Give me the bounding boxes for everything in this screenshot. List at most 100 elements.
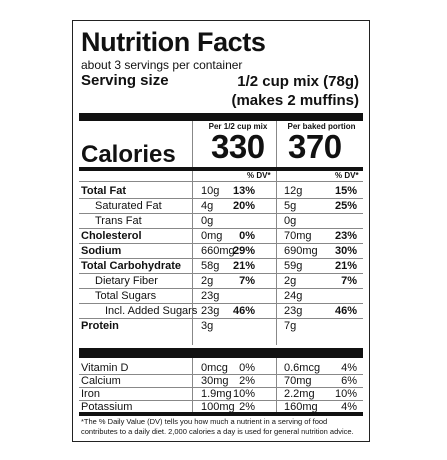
nutrient-row: Trans Fat 0g 0g	[79, 214, 363, 228]
nutrient-amount-col2: 0g	[284, 215, 297, 227]
column-divider-2b	[276, 358, 277, 412]
servings-per-container: about 3 servings per container	[81, 58, 243, 72]
nutrient-row: Total Sugars 23g 24g	[79, 289, 363, 303]
nutrient-dv-col1: 0%	[239, 230, 255, 242]
nutrient-name: Cholesterol	[81, 230, 142, 242]
nutrient-dv-col1: 21%	[232, 260, 255, 272]
nutrient-amount-col1: 2g	[201, 275, 214, 287]
mineral-row: Vitamin D 0mcg 0% 0.6mcg 4%	[79, 361, 363, 375]
row-divider	[79, 181, 363, 182]
nutrient-row: Saturated Fat 4g 20% 5g 25%	[79, 199, 363, 213]
nutrition-facts-label: Nutrition Facts about 3 servings per con…	[72, 20, 370, 442]
row-divider	[79, 387, 363, 388]
row-divider	[79, 318, 363, 319]
row-divider	[79, 258, 363, 259]
nutrient-amount-col1: 10g	[201, 185, 220, 197]
nutrient-amount-col2: 12g	[284, 185, 303, 197]
nutrient-name: Total Sugars	[95, 290, 157, 302]
mineral-amount-col1: 0mcg	[201, 362, 228, 374]
footnote-divider	[79, 412, 363, 416]
row-divider	[79, 303, 363, 304]
row-divider	[79, 288, 363, 289]
nutrient-amount-col2: 5g	[284, 200, 297, 212]
mineral-amount-col2: 70mg	[284, 375, 312, 387]
mineral-name: Vitamin D	[81, 362, 129, 374]
nutrient-dv-col2: 23%	[334, 230, 357, 242]
nutrient-row: Total Fat 10g 13% 12g 15%	[79, 184, 363, 198]
nutrient-name: Dietary Fiber	[95, 275, 158, 287]
mineral-dv-col2: 6%	[341, 375, 357, 387]
nutrient-amount-col2: 59g	[284, 260, 303, 272]
nutrient-amount-col2: 23g	[284, 305, 303, 317]
serving-size-line-2: (makes 2 muffins)	[231, 92, 359, 109]
nutrient-dv-col2: 25%	[334, 200, 357, 212]
nutrient-dv-col1: 29%	[232, 245, 255, 257]
nutrient-amount-col2: 70mg	[284, 230, 312, 242]
nutrient-amount-col1: 0mg	[201, 230, 223, 242]
footnote: *The % Daily Value (DV) tells you how mu…	[81, 417, 354, 436]
nutrient-name: Sodium	[81, 245, 122, 257]
serving-size-value: 1/2 cup mix (78g) (makes 2 muffins)	[231, 72, 359, 110]
nutrient-dv-col2: 46%	[334, 305, 357, 317]
nutrient-amount-col1: 0g	[201, 215, 214, 227]
row-divider	[79, 213, 363, 214]
serving-size-label: Serving size	[81, 72, 169, 89]
nutrient-name: Total Carbohydrate	[81, 260, 182, 272]
nutrient-amount-col1: 660mg	[201, 245, 235, 257]
nutrient-row: Dietary Fiber 2g 7% 2g 7%	[79, 274, 363, 288]
mineral-amount-col1: 100mg	[201, 401, 235, 413]
column-divider-1	[192, 121, 193, 345]
mineral-row: Iron 1.9mg 10% 2.2mg 10%	[79, 387, 363, 401]
row-divider	[79, 198, 363, 199]
nutrient-name: Trans Fat	[95, 215, 142, 227]
row-divider	[79, 243, 363, 244]
mineral-dv-col1: 2%	[239, 401, 255, 413]
nutrient-name: Total Fat	[81, 185, 127, 197]
mineral-dv-col1: 2%	[239, 375, 255, 387]
nutrient-amount-col2: 2g	[284, 275, 297, 287]
mineral-dv-col2: 4%	[341, 362, 357, 374]
medium-divider	[79, 167, 363, 171]
nutrient-amount-col1: 23g	[201, 305, 220, 317]
mineral-name: Iron	[81, 388, 100, 400]
nutrient-amount-col2: 24g	[284, 290, 303, 302]
mineral-amount-col2: 2.2mg	[284, 388, 315, 400]
nutrient-dv-col1: 20%	[232, 200, 255, 212]
row-divider	[79, 374, 363, 375]
nutrient-row: Sodium 660mg 29% 690mg 30%	[79, 244, 363, 258]
serving-size-line-1: 1/2 cup mix (78g)	[237, 73, 359, 90]
mineral-amount-col1: 1.9mg	[201, 388, 232, 400]
label-title: Nutrition Facts	[81, 27, 266, 57]
mineral-name: Calcium	[81, 375, 121, 387]
column-divider-2	[276, 121, 277, 345]
dv-header-col1: % DV*	[247, 171, 271, 180]
nutrient-name: Protein	[81, 320, 119, 332]
nutrient-dv-col1: 7%	[239, 275, 255, 287]
mineral-dv-col1: 0%	[239, 362, 255, 374]
mineral-amount-col2: 0.6mcg	[284, 362, 321, 374]
nutrient-dv-col2: 30%	[334, 245, 357, 257]
mineral-row: Calcium 30mg 2% 70mg 6%	[79, 374, 363, 388]
calories-label: Calories	[81, 141, 176, 168]
mineral-dv-col2: 4%	[341, 401, 357, 413]
nutrient-row: Protein 3g 7g	[79, 319, 363, 333]
nutrient-amount-col1: 4g	[201, 200, 214, 212]
nutrient-dv-col2: 21%	[334, 260, 357, 272]
mineral-amount-col2: 160mg	[284, 401, 318, 413]
calories-col2: 370	[288, 128, 342, 165]
thick-divider-top	[79, 113, 363, 121]
nutrient-dv-col2: 15%	[334, 185, 357, 197]
mineral-dv-col1: 10%	[232, 388, 255, 400]
mineral-amount-col1: 30mg	[201, 375, 229, 387]
nutrient-row: Total Carbohydrate 58g 21% 59g 21%	[79, 259, 363, 273]
nutrient-row: Cholesterol 0mg 0% 70mg 23%	[79, 229, 363, 243]
nutrient-name: Saturated Fat	[95, 200, 162, 212]
thick-divider-bottom	[79, 348, 363, 358]
nutrient-dv-col1: 13%	[232, 185, 255, 197]
nutrient-amount-col1: 23g	[201, 290, 220, 302]
row-divider	[79, 400, 363, 401]
nutrient-amount-col1: 3g	[201, 320, 214, 332]
nutrient-row: Incl. Added Sugars 23g 46% 23g 46%	[79, 304, 363, 318]
col1-header: Per 1/2 cup mix	[208, 122, 268, 131]
mineral-row: Potassium 100mg 2% 160mg 4%	[79, 400, 363, 414]
